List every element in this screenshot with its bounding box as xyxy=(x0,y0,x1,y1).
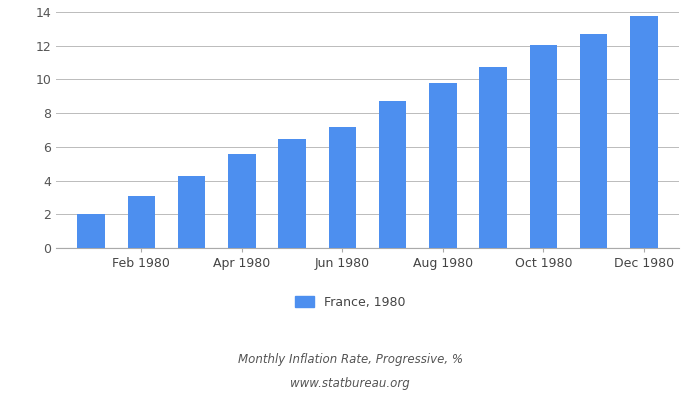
Bar xyxy=(379,101,407,248)
Bar xyxy=(630,16,657,248)
Bar xyxy=(580,34,608,248)
Bar xyxy=(429,83,456,248)
Bar xyxy=(529,45,557,248)
Bar xyxy=(78,214,105,248)
Text: Monthly Inflation Rate, Progressive, %: Monthly Inflation Rate, Progressive, % xyxy=(237,354,463,366)
Bar xyxy=(228,154,256,248)
Bar xyxy=(127,196,155,248)
Text: www.statbureau.org: www.statbureau.org xyxy=(290,378,410,390)
Bar xyxy=(279,139,306,248)
Bar xyxy=(480,67,507,248)
Legend: France, 1980: France, 1980 xyxy=(290,291,410,314)
Bar xyxy=(178,176,206,248)
Bar xyxy=(328,127,356,248)
